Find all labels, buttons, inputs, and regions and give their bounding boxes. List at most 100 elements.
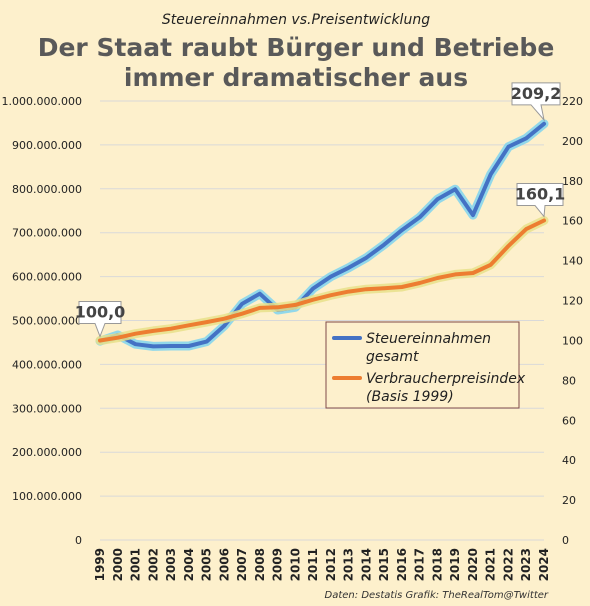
x-tick-label: 2016 xyxy=(395,548,409,581)
y-left-tick-label: 500.000.000 xyxy=(12,315,82,328)
data-point-verbraucherpreisindex xyxy=(542,219,546,222)
data-point-steuereinnahmen xyxy=(489,173,492,176)
data-point-steuereinnahmen xyxy=(258,292,262,295)
x-tick-label: 2010 xyxy=(288,548,302,581)
data-point-verbraucherpreisindex xyxy=(116,336,119,339)
data-point-verbraucherpreisindex xyxy=(187,324,190,327)
data-point-steuereinnahmen xyxy=(223,324,226,327)
data-point-steuereinnahmen xyxy=(525,137,528,140)
chart-footnote: Daten: Destatis Grafik: TheRealTom@Twitt… xyxy=(325,590,549,601)
callout-box xyxy=(78,300,122,338)
data-point-steuereinnahmen xyxy=(436,198,439,201)
x-tick-label: 2005 xyxy=(200,548,214,581)
y-left-tick-label: 1.000.000.000 xyxy=(2,95,82,108)
legend-label-steuereinnahmen-line-2: gesamt xyxy=(366,349,419,365)
series-line-verbraucherpreisindex xyxy=(98,218,546,343)
data-point-verbraucherpreisindex xyxy=(436,276,439,280)
data-point-verbraucherpreisindex xyxy=(240,312,244,315)
data-point-verbraucherpreisindex xyxy=(152,329,155,333)
x-tick-label: 2004 xyxy=(182,548,196,581)
x-tick-label: 2023 xyxy=(519,548,533,581)
data-point-verbraucherpreisindex xyxy=(329,293,333,297)
series-layer xyxy=(95,119,549,351)
series-line-steuereinnahmen xyxy=(98,121,546,349)
y-right-tick-label: 160 xyxy=(562,215,583,228)
data-point-verbraucherpreisindex xyxy=(347,290,350,293)
data-point-verbraucherpreisindex xyxy=(400,285,404,289)
data-point-verbraucherpreisindex xyxy=(223,317,226,320)
y-left-tick-label: 0 xyxy=(75,534,82,547)
callout: 100,0 xyxy=(75,300,126,338)
y-right-tick-label: 60 xyxy=(562,414,576,427)
data-point-verbraucherpreisindex xyxy=(169,327,173,330)
x-tick-label: 2012 xyxy=(324,548,338,581)
callout-box xyxy=(516,183,564,218)
data-point-steuereinnahmen xyxy=(507,145,510,148)
data-point-steuereinnahmen xyxy=(400,228,404,232)
x-tick-label: 2018 xyxy=(430,548,444,581)
data-point-steuereinnahmen xyxy=(471,213,475,217)
data-point-steuereinnahmen xyxy=(187,344,190,348)
data-point-verbraucherpreisindex xyxy=(294,303,297,307)
y-right-tick-label: 80 xyxy=(562,374,576,387)
data-point-verbraucherpreisindex xyxy=(134,332,137,335)
data-point-steuereinnahmen xyxy=(365,256,368,259)
data-point-verbraucherpreisindex xyxy=(276,306,279,309)
y-left-tick-label: 200.000.000 xyxy=(12,446,82,459)
data-point-steuereinnahmen xyxy=(152,345,155,348)
data-point-steuereinnahmen xyxy=(329,275,333,278)
y-right-tick-label: 20 xyxy=(562,494,576,507)
x-tick-label: 2020 xyxy=(466,548,480,581)
x-tick-label: 2009 xyxy=(271,548,285,581)
chart-title-line-1: Der Staat raubt Bürger und Betriebe xyxy=(38,33,555,62)
grid xyxy=(100,100,544,541)
x-tick-label: 2017 xyxy=(413,548,427,581)
data-point-steuereinnahmen xyxy=(240,302,244,306)
callout: 209,2 xyxy=(511,82,562,122)
y-right-tick-label: 120 xyxy=(562,295,583,308)
data-point-verbraucherpreisindex xyxy=(525,227,528,231)
x-tick-label: 2024 xyxy=(537,548,551,581)
y-left-tick-label: 800.000.000 xyxy=(12,183,82,196)
data-point-verbraucherpreisindex xyxy=(489,263,492,267)
legend: Steuereinnahmen gesamt Verbraucherpreisi… xyxy=(325,321,526,409)
callout-label: 100,0 xyxy=(75,302,126,321)
x-axis: 1999 2000 2001 2002 2003 2004 2005 2006 2007 2008… xyxy=(93,548,551,581)
x-tick-label: 2003 xyxy=(164,548,178,581)
data-point-verbraucherpreisindex xyxy=(311,298,315,301)
data-point-steuereinnahmen xyxy=(311,287,315,290)
y-right-tick-label: 220 xyxy=(562,95,583,108)
data-point-steuereinnahmen xyxy=(347,266,350,270)
y-right-tick-label: 140 xyxy=(562,255,583,268)
legend-label-verbraucherpreisindex-line-1: Verbraucherpreisindex xyxy=(366,371,526,387)
x-tick-label: 2011 xyxy=(306,548,320,581)
x-tick-label: 2001 xyxy=(129,548,143,581)
y-left-tick-label: 900.000.000 xyxy=(12,139,82,152)
y-right-tick-label: 180 xyxy=(562,175,583,188)
x-tick-label: 1999 xyxy=(93,548,107,581)
x-tick-label: 2021 xyxy=(484,548,498,581)
callouts: 100,0 209,2 160,1 xyxy=(75,82,565,338)
data-point-verbraucherpreisindex xyxy=(365,287,368,291)
callout-label: 209,2 xyxy=(511,84,562,103)
callout: 160,1 xyxy=(515,183,565,218)
chart-subtitle: Steuereinnahmen vs.Preisentwicklung xyxy=(162,12,430,28)
data-point-steuereinnahmen xyxy=(418,216,421,219)
chart-title-line-2: immer dramatischer aus xyxy=(124,63,468,92)
data-point-verbraucherpreisindex xyxy=(382,286,386,290)
legend-label-steuereinnahmen-line-1: Steuereinnahmen xyxy=(366,331,491,347)
data-point-verbraucherpreisindex xyxy=(258,306,262,310)
data-point-steuereinnahmen xyxy=(134,343,137,346)
y-right-tick-label: 40 xyxy=(562,454,576,467)
data-point-steuereinnahmen xyxy=(542,122,546,126)
x-tick-label: 2019 xyxy=(448,548,462,581)
y-right-tick-label: 200 xyxy=(562,135,583,148)
data-point-verbraucherpreisindex xyxy=(507,244,510,248)
data-point-verbraucherpreisindex xyxy=(471,271,475,275)
y-right-tick-label: 0 xyxy=(562,534,569,547)
right-axis: 0 20 40 60 80 100 120 140 160 180 200 220 xyxy=(562,95,583,547)
y-left-tick-label: 600.000.000 xyxy=(12,271,82,284)
data-point-verbraucherpreisindex xyxy=(454,273,457,276)
y-right-tick-label: 100 xyxy=(562,334,583,347)
x-tick-label: 2022 xyxy=(501,548,515,581)
